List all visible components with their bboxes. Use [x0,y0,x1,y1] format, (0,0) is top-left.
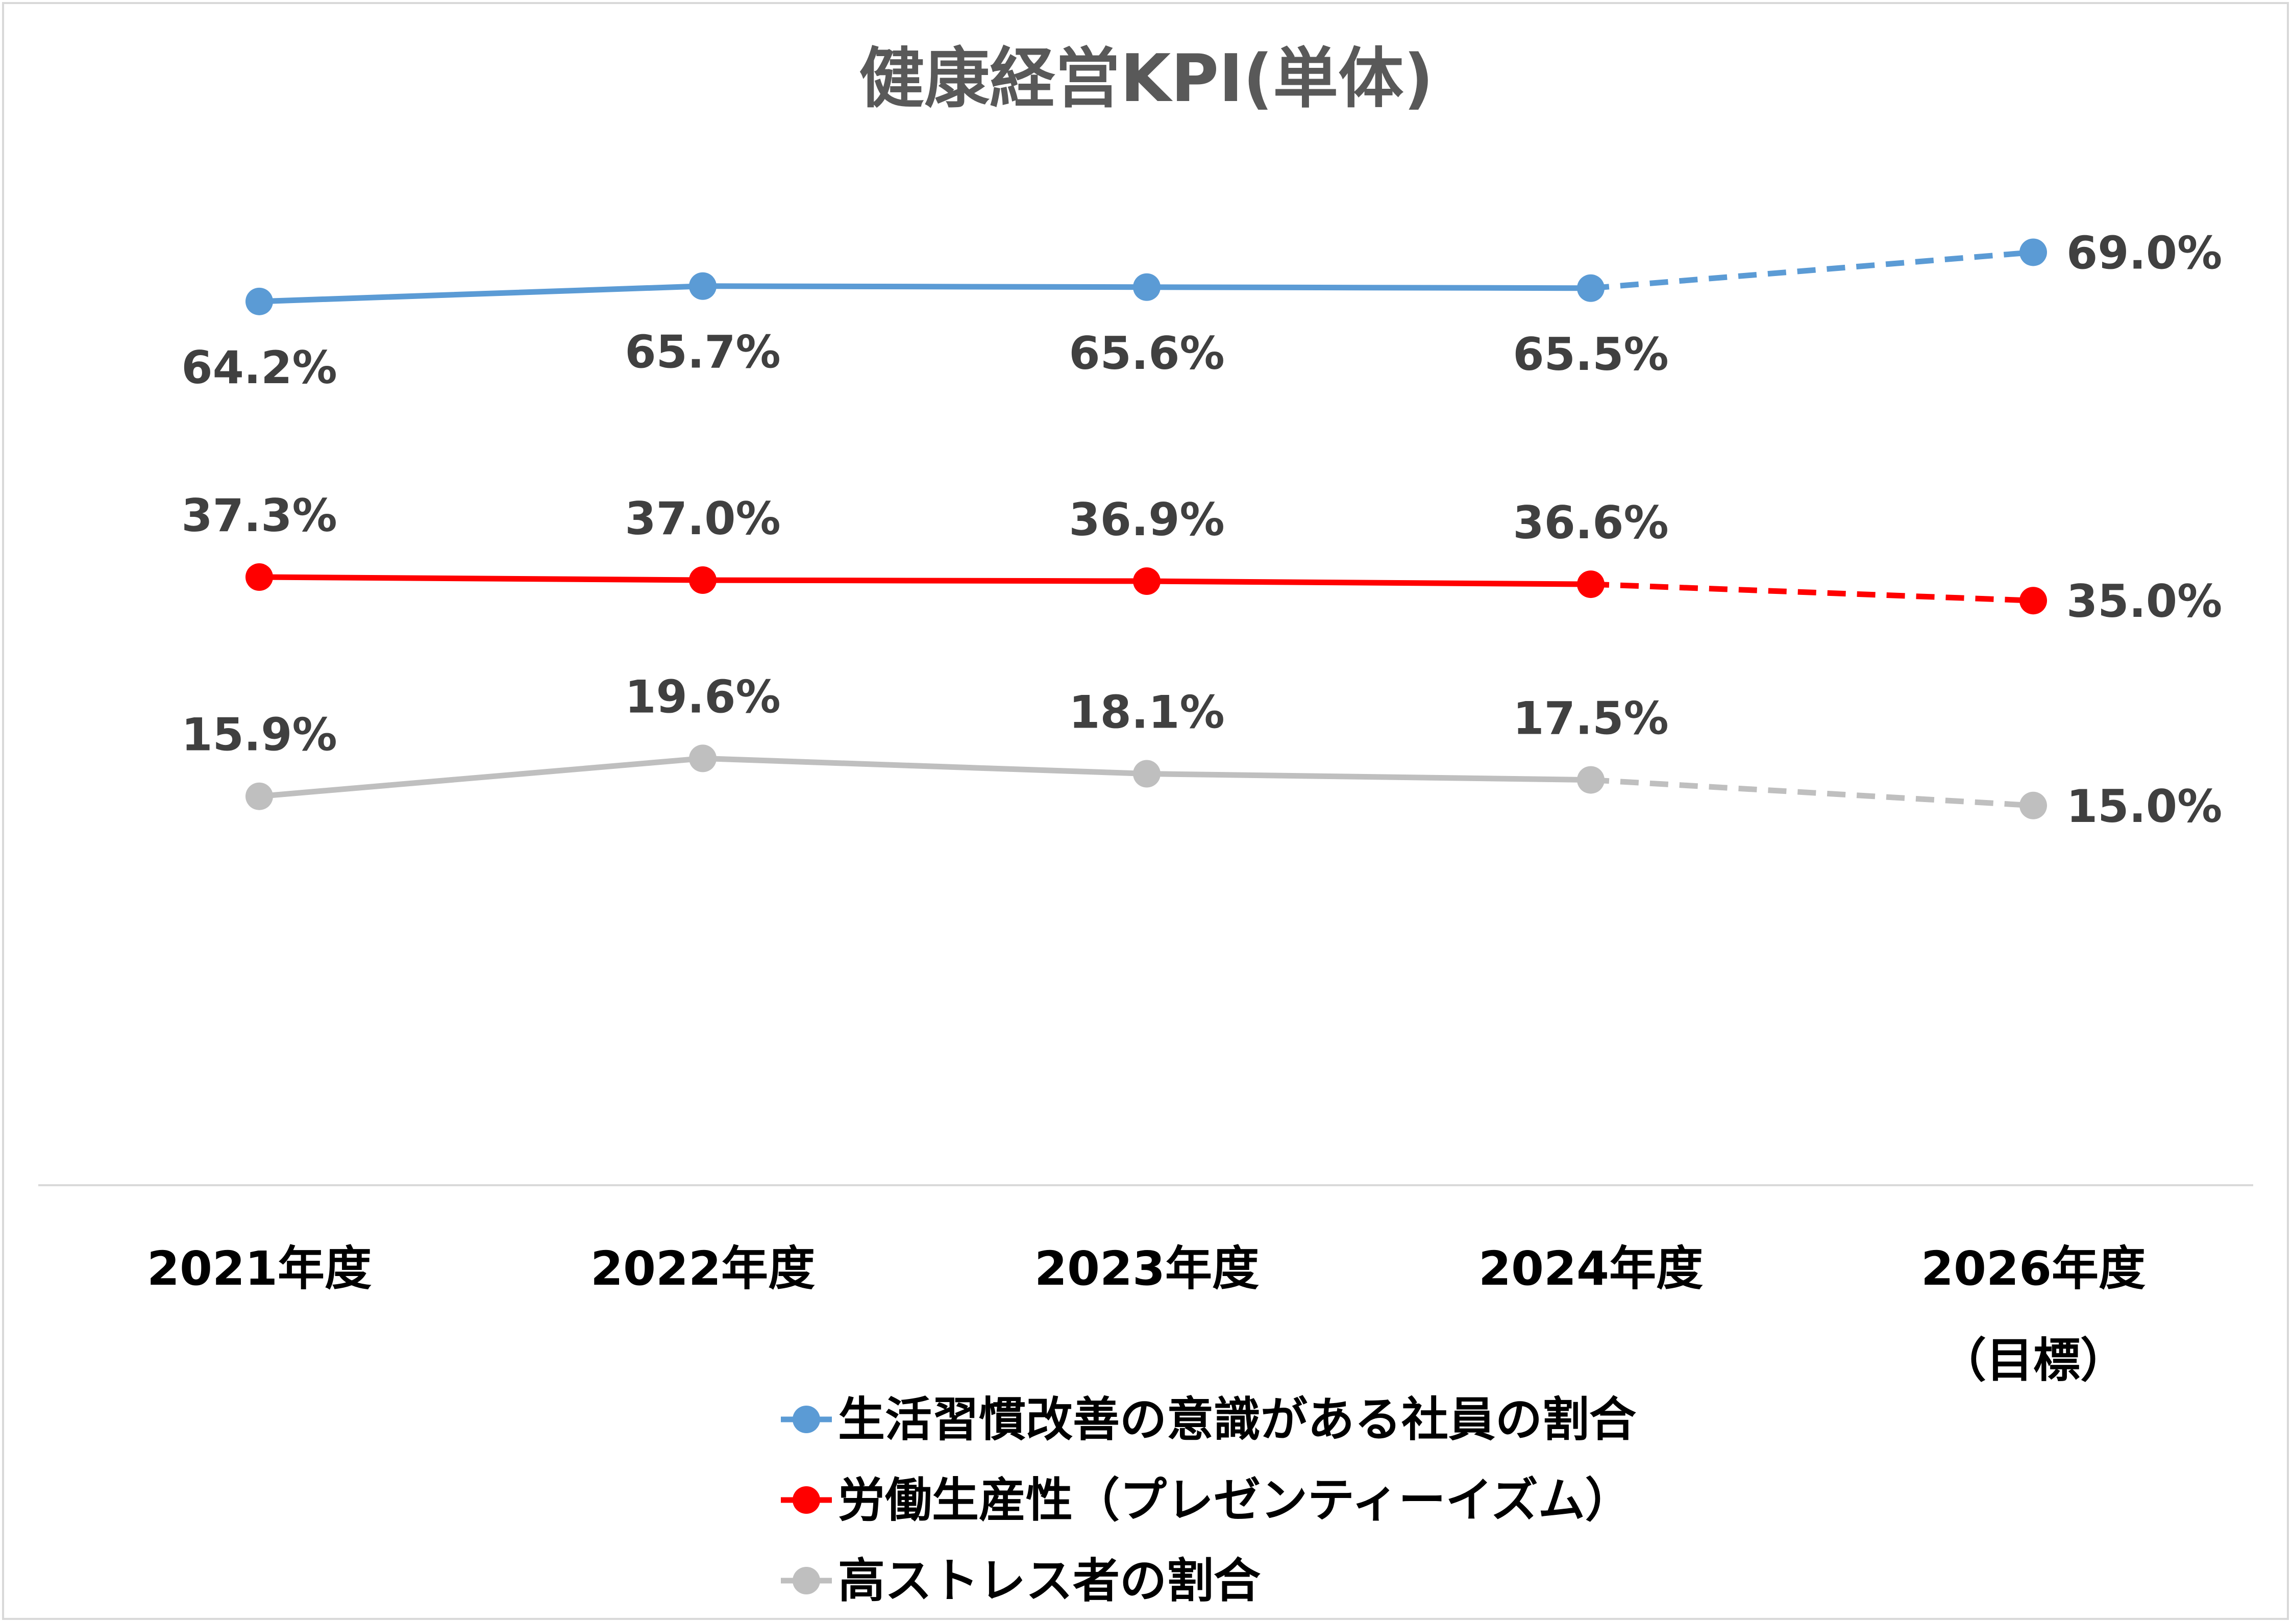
legend-swatch-marker [793,1406,820,1433]
series-2-label-4: 36.6% [1513,496,1668,549]
legend-label: 労働生産性（プレゼンティーイズム） [838,1473,1632,1528]
series-1 [245,238,2047,315]
series-1-target-line [1590,249,2034,291]
series-3-line [256,755,1594,799]
series-2-point-2 [689,566,717,594]
legend-label: 生活習慣改善の意識がある社員の割合 [838,1392,1636,1447]
series-3 [245,744,2047,819]
x-tick-label-1: 2021年度 [147,1241,372,1296]
series-3-point-3 [1133,760,1161,788]
legend-label: 高ストレス者の割合 [838,1554,1261,1608]
series-2-target-line [1590,581,2034,604]
series-1-label-5: 69.0% [2066,227,2222,279]
series-2-label-5: 35.0% [2066,575,2222,628]
series-2 [245,563,2047,615]
series-2-label-1: 37.3% [181,489,337,542]
series-1-point-2 [689,272,717,300]
legend-item-2: 労働生産性（プレゼンティーイズム） [781,1473,1632,1528]
series-2-point-1 [245,563,273,591]
series-3-point-5 [2019,791,2047,819]
series-1-label-1: 64.2% [181,341,337,394]
series-1-label-4: 65.5% [1513,328,1668,381]
chart-title: 健康経営KPI(単体) [859,41,1434,117]
x-axis-labels: 2021年度 2022年度 2023年度 2024年度 2026年度 （目標） [147,1241,2146,1388]
legend-swatch-marker [793,1486,820,1514]
legend-item-1: 生活習慣改善の意識がある社員の割合 [781,1392,1636,1447]
series-1-line [256,283,1594,305]
series-2-label-2: 37.0% [625,492,780,545]
series-3-label-2: 19.6% [625,670,780,723]
series-3-label-5: 15.0% [2066,780,2222,833]
series-2-line [256,574,1594,587]
x-tick-label-3: 2023年度 [1034,1241,1259,1296]
legend-item-3: 高ストレス者の割合 [781,1554,1261,1608]
series-2-point-5 [2019,587,2047,615]
x-tick-label-4: 2024年度 [1478,1241,1703,1296]
series-3-point-1 [245,782,273,810]
x-tick-sublabel-5: （目標） [1939,1333,2127,1388]
series-2-point-3 [1133,567,1161,595]
series-1-point-5 [2019,238,2047,266]
x-tick-label-5: 2026年度 [1921,1241,2146,1296]
series-2-label-3: 36.9% [1069,493,1224,546]
series-1-label-2: 65.7% [625,326,780,379]
series-3-label-3: 18.1% [1069,686,1224,739]
x-tick-label-2: 2022年度 [590,1241,815,1296]
data-labels-layer: 64.2% 65.7% 65.6% 65.5% 69.0% 37.3% 37.0% 36.9%… [181,227,2222,832]
series-1-label-3: 65.6% [1069,327,1224,380]
series-3-label-1: 15.9% [181,709,337,761]
series-layer [245,238,2047,819]
series-1-point-4 [1577,274,1605,302]
series-3-target-line [1590,777,2034,809]
series-3-label-4: 17.5% [1513,692,1668,745]
series-3-point-2 [689,744,717,772]
series-3-point-4 [1577,766,1605,794]
legend-swatch-marker [793,1567,820,1594]
series-2-point-4 [1577,570,1605,598]
series-1-point-1 [245,287,273,315]
series-1-point-3 [1133,273,1161,301]
